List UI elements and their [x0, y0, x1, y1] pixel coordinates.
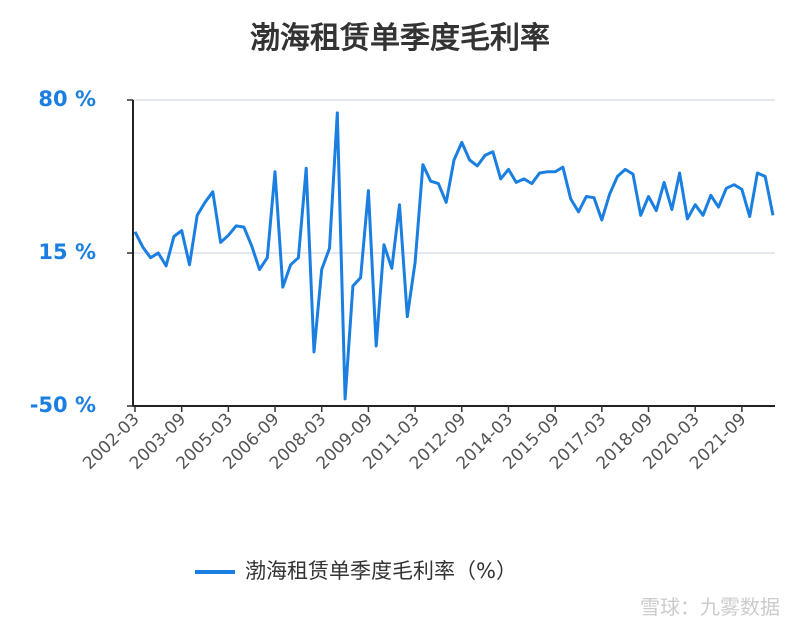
- y-tick-label: -50 %: [30, 393, 96, 417]
- y-tick-label: 80 %: [38, 87, 96, 111]
- y-tick-label: 15 %: [38, 240, 96, 264]
- legend-label: 渤海租赁单季度毛利率（%）: [245, 559, 517, 583]
- series-line: [133, 111, 775, 401]
- chart-title: 渤海租赁单季度毛利率: [250, 21, 550, 56]
- watermark: 雪球：九雾数据: [640, 595, 780, 619]
